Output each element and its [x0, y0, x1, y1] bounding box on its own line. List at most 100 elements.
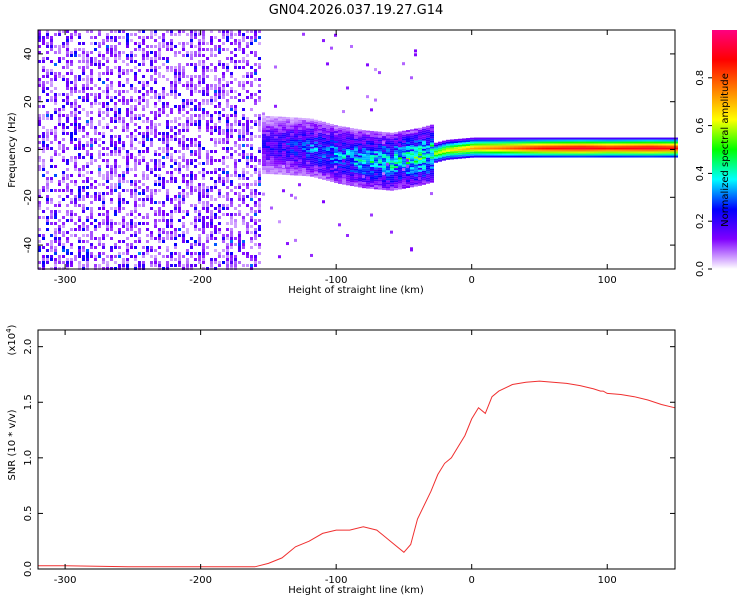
- spectrogram-cell: [82, 210, 85, 213]
- spectrogram-cell: [166, 144, 169, 147]
- spectrogram-cell: [282, 130, 286, 133]
- spectrogram-cell: [470, 139, 474, 142]
- spectrogram-cell: [190, 222, 193, 225]
- spectrogram-cell: [138, 261, 141, 264]
- spectrogram-cell: [326, 164, 330, 167]
- spectrogram-cell: [434, 146, 438, 149]
- spectrogram-cell: [562, 137, 566, 140]
- spectrogram-cell: [318, 130, 322, 133]
- spectrogram-cell: [166, 126, 169, 129]
- spectrogram-cell: [170, 81, 173, 84]
- spectrogram-cell: [298, 163, 302, 166]
- spectrogram-cell: [134, 78, 137, 81]
- spectrogram-cell: [222, 255, 225, 258]
- spectrogram-cell: [106, 126, 109, 129]
- spectrogram-cell: [342, 142, 346, 145]
- spectrogram-cell: [390, 144, 394, 147]
- spectrogram-cell: [386, 160, 390, 163]
- spectrogram-cell: [202, 183, 205, 186]
- spectrogram-cell: [594, 139, 598, 142]
- spectrogram-cell: [530, 137, 534, 140]
- spectrogram-cell: [50, 159, 53, 162]
- spectrogram-cell: [150, 60, 153, 63]
- spectrogram-cell: [198, 84, 201, 87]
- spectrogram-cell: [454, 151, 458, 154]
- spectrogram-cell: [66, 48, 69, 51]
- spectrogram-cell: [590, 149, 594, 152]
- spectrogram-cell: [298, 169, 302, 172]
- spectrogram-cell: [390, 230, 393, 234]
- spectrogram-cell: [470, 137, 474, 140]
- spectrogram-cell: [330, 177, 334, 180]
- spectrogram-cell: [38, 123, 41, 126]
- spectrogram-cell: [314, 133, 318, 136]
- spectrogram-cell: [102, 246, 105, 249]
- spectrogram-cell: [138, 141, 141, 144]
- spectrogram-cell: [150, 87, 153, 90]
- spectrogram-cell: [382, 138, 386, 141]
- spectrogram-cell: [238, 33, 241, 36]
- spectrogram-cell: [366, 186, 370, 189]
- spectrogram-cell: [170, 213, 173, 216]
- snr-multiplier-exp: 4: [5, 328, 13, 333]
- spectrogram-cell: [102, 111, 105, 114]
- spectrogram-cell: [154, 78, 157, 81]
- spectrogram-cell: [174, 69, 177, 72]
- spectrogram-cell: [78, 255, 81, 258]
- spectrogram-cell: [198, 123, 201, 126]
- spectrogram-cell: [402, 162, 406, 165]
- spectrogram-cell: [174, 78, 177, 81]
- spectrogram-cell: [42, 162, 45, 165]
- spectrogram-cell: [410, 131, 414, 134]
- colorbar-tick-label: 0.6: [695, 118, 706, 134]
- spectrogram-cell: [314, 137, 318, 140]
- spectrogram-cell: [406, 178, 410, 181]
- spectrogram-cell: [262, 150, 266, 153]
- spectrogram-cell: [350, 138, 354, 141]
- spectrogram-cell: [302, 124, 306, 127]
- spectrogram-cell: [246, 42, 249, 45]
- spectrogram-cell: [98, 114, 101, 117]
- spectrogram-cell: [90, 186, 93, 189]
- spectrogram-cell: [142, 60, 145, 63]
- spectrogram-cell: [270, 150, 274, 153]
- spectrogram-cell: [574, 155, 578, 158]
- spectrogram-cell: [210, 126, 213, 129]
- spectrogram-cell: [338, 157, 342, 160]
- spectrogram-cell: [54, 51, 57, 54]
- spectrogram-cell: [530, 149, 534, 152]
- spectrogram-cell: [134, 114, 137, 117]
- spectrogram-cell: [362, 160, 366, 163]
- spectrogram-cell: [126, 90, 129, 93]
- spectrogram-cell: [642, 149, 646, 152]
- spectrogram-cell: [66, 54, 69, 57]
- spectrogram-cell: [198, 120, 201, 123]
- spectrogram-cell: [78, 78, 81, 81]
- spectrogram-cell: [462, 144, 466, 147]
- spectrogram-cell: [622, 141, 626, 144]
- spectrogram-cell: [374, 133, 378, 136]
- spectrogram-cell: [202, 81, 205, 84]
- spectrogram-cell: [378, 181, 382, 184]
- spectrogram-cell: [394, 180, 398, 183]
- spectrogram-cell: [70, 213, 73, 216]
- spectrogram-cell: [222, 159, 225, 162]
- spectrogram-cell: [58, 225, 61, 228]
- spectrogram-cell: [78, 141, 81, 144]
- spectrogram-cell: [154, 81, 157, 84]
- spectrogram-cell: [170, 222, 173, 225]
- spectrogram-cell: [386, 186, 390, 189]
- spectrogram-cell: [118, 240, 121, 243]
- spectrogram-cell: [158, 45, 161, 48]
- spectrogram-cell: [142, 87, 145, 90]
- spectrogram-cell: [310, 134, 314, 137]
- colorbar-tick-label: 0.8: [695, 70, 706, 86]
- spectrogram-cell: [186, 228, 189, 231]
- spectrogram-cell: [250, 237, 253, 240]
- spectrogram-cell: [182, 126, 185, 129]
- spectrogram-cell: [282, 132, 286, 135]
- spectrogram-cell: [242, 75, 245, 78]
- spectrogram-cell: [674, 153, 678, 156]
- spectrogram-cell: [322, 149, 326, 152]
- x-tick-label: -300: [54, 575, 77, 586]
